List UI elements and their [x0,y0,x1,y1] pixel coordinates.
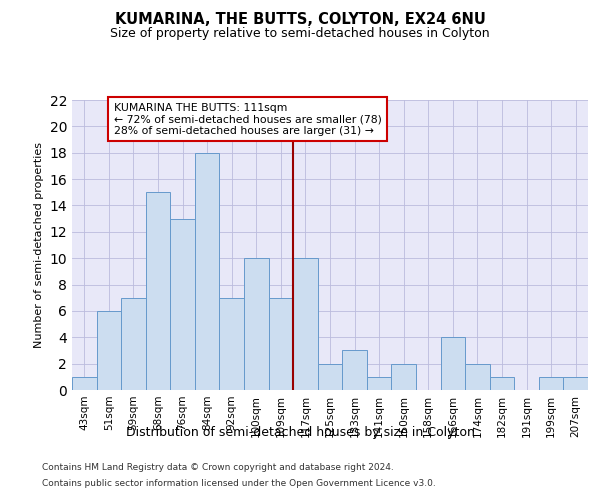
Bar [195,152,220,390]
Bar [563,377,588,390]
Bar [391,364,416,390]
Text: Distribution of semi-detached houses by size in Colyton: Distribution of semi-detached houses by … [125,426,475,439]
Y-axis label: Number of semi-detached properties: Number of semi-detached properties [34,142,44,348]
Bar [269,298,293,390]
Text: KUMARINA, THE BUTTS, COLYTON, EX24 6NU: KUMARINA, THE BUTTS, COLYTON, EX24 6NU [115,12,485,28]
Bar [440,338,465,390]
Bar [97,311,121,390]
Bar [293,258,318,390]
Bar [146,192,170,390]
Bar [244,258,269,390]
Bar [539,377,563,390]
Text: KUMARINA THE BUTTS: 111sqm
← 72% of semi-detached houses are smaller (78)
28% of: KUMARINA THE BUTTS: 111sqm ← 72% of semi… [114,102,382,136]
Bar [220,298,244,390]
Bar [465,364,490,390]
Bar [121,298,146,390]
Bar [170,218,195,390]
Bar [318,364,342,390]
Text: Size of property relative to semi-detached houses in Colyton: Size of property relative to semi-detach… [110,28,490,40]
Bar [342,350,367,390]
Text: Contains public sector information licensed under the Open Government Licence v3: Contains public sector information licen… [42,478,436,488]
Bar [367,377,391,390]
Bar [72,377,97,390]
Bar [490,377,514,390]
Text: Contains HM Land Registry data © Crown copyright and database right 2024.: Contains HM Land Registry data © Crown c… [42,464,394,472]
